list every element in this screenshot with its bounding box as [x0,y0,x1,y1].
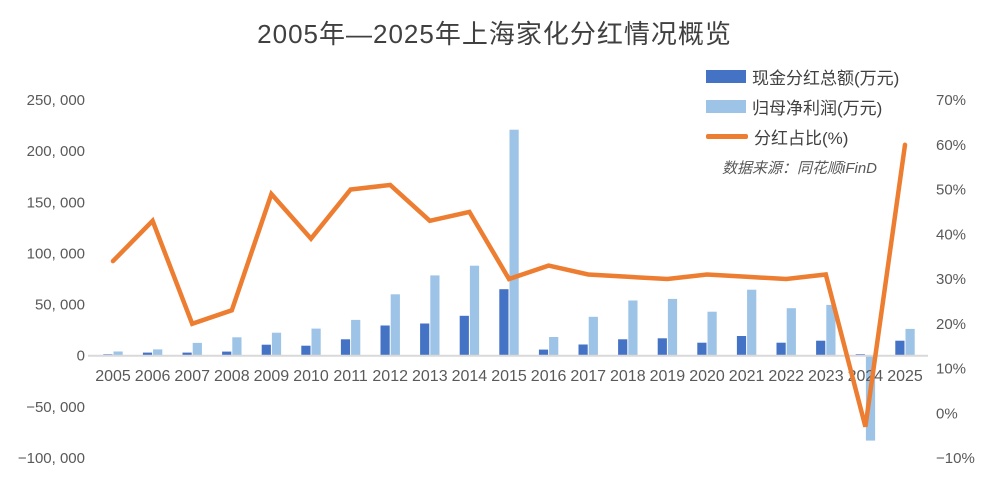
bar-netprofit-2020 [707,311,717,356]
x-axis-tick-label: 2005 [95,368,131,385]
x-axis-tick-label: 2020 [689,368,725,385]
bar-cash-2006 [142,352,153,356]
bar-netprofit-2010 [311,328,321,356]
x-axis-tick-label: 2021 [729,368,765,385]
right-axis-tick-label: 0% [936,405,958,422]
bar-netprofit-2023 [826,304,836,356]
x-axis-tick-label: 2019 [650,368,686,385]
bar-cash-2021 [736,336,747,356]
legend-item-cash-dividend: 现金分红总额(万元) [706,66,900,88]
bar-netprofit-2016 [549,337,559,356]
x-axis-tick-label: 2012 [372,368,408,385]
bar-netprofit-2019 [667,298,678,356]
bar-netprofit-2025 [905,328,915,356]
bar-cash-2012 [380,325,390,356]
right-axis-tick-label: 70% [936,92,966,109]
bar-cash-2015 [499,289,509,356]
bar-netprofit-2018 [628,300,638,356]
x-axis-tick-label: 2022 [768,368,804,385]
bar-cash-2014 [459,315,469,356]
legend-label-cash-dividend: 现金分红总额(万元) [752,68,900,88]
legend-item-net-profit: 归母净利润(万元) [706,96,899,118]
bar-netprofit-2021 [747,289,757,356]
x-axis-tick-label: 2009 [254,368,290,385]
right-axis-tick-label: 20% [936,316,966,333]
bar-cash-2013 [420,323,430,356]
x-axis-tick-label: 2011 [333,368,368,385]
bar-netprofit-2012 [390,294,400,356]
right-axis-tick-label: 40% [936,226,966,243]
bar-cash-2022 [776,342,786,356]
x-axis-tick-label: 2008 [214,368,250,385]
bar-cash-2019 [657,338,667,356]
legend-label-dividend-ratio: 分红占比(%) [754,128,849,148]
x-axis-tick-label: 2025 [887,368,923,385]
bar-netprofit-2014 [469,265,480,356]
bar-netprofit-2015 [509,129,519,356]
right-axis-tick-label: 50% [936,182,966,199]
bar-cash-2009 [261,344,271,356]
chart-legend: 现金分红总额(万元) 归母净利润(万元) 分红占比(%) [706,66,899,156]
right-axis-tick-label: −10% [936,450,975,467]
bar-cash-2018 [618,339,628,356]
x-axis-tick-label: 2013 [412,368,448,385]
bar-netprofit-2022 [786,308,796,356]
bar-cash-2011 [340,339,351,356]
bar-cash-2025 [895,340,905,356]
bar-cash-2007 [182,352,192,356]
bar-cash-2020 [697,342,707,356]
left-axis-tick-label: 100, 000 [27,245,85,262]
left-axis-tick-label: 0 [77,348,85,365]
legend-label-net-profit: 归母净利润(万元) [752,98,883,118]
chart-title: 2005年—2025年上海家化分红情况概览 [257,19,732,49]
x-axis-tick-label: 2016 [531,368,567,385]
bar-netprofit-2007 [192,342,202,356]
dividend-ratio-line [110,142,908,428]
legend-swatch-net-profit [706,99,746,113]
x-axis-tick-label: 2015 [491,368,527,385]
bar-netprofit-2005 [113,351,123,356]
bar-netprofit-2013 [430,275,440,356]
left-axis-tick-label: 50, 000 [35,297,85,314]
bar-netprofit-2017 [588,316,598,356]
bar-cash-2016 [538,349,549,356]
left-axis-tick-label: 150, 000 [27,194,85,211]
legend-swatch-cash-dividend [706,69,746,83]
x-axis-tick-label: 2006 [135,368,171,385]
x-axis-tick-label: 2017 [570,368,606,385]
bar-netprofit-2006 [153,349,163,356]
legend-item-dividend-ratio: 分红占比(%) [706,126,899,148]
data-source-note: 数据来源：同花顺iFinD [722,160,878,177]
x-axis-tick-label: 2014 [452,368,488,385]
x-axis-tick-label: 2018 [610,368,646,385]
left-axis-tick-label: −100, 000 [18,450,85,467]
left-axis-tick-label: 250, 000 [27,92,85,109]
bar-netprofit-2009 [271,332,282,356]
right-axis-tick-label: 10% [936,361,966,378]
x-axis-tick-label: 2023 [808,368,844,385]
x-axis-tick-label: 2010 [293,368,329,385]
legend-swatch-dividend-ratio-line [706,133,748,139]
bar-cash-2023 [816,340,826,356]
bar-cash-2010 [301,345,311,356]
left-axis-tick-label: 200, 000 [27,143,85,160]
right-axis-tick-label: 30% [936,271,966,288]
bar-netprofit-2008 [232,337,242,356]
x-axis-tick-label: 2007 [174,368,210,385]
bar-netprofit-2011 [351,319,361,356]
right-axis-tick-label: 60% [936,137,966,154]
left-axis-tick-label: −50, 000 [26,399,85,416]
bar-cash-2017 [578,344,588,356]
bar-cash-2008 [222,351,232,356]
